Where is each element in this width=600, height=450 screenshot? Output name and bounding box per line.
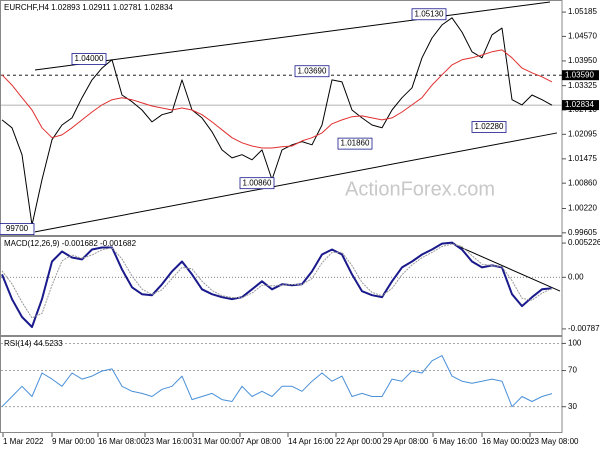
panel-title: EURCHF,H4 1.02893 1.02911 1.02781 1.0283… bbox=[4, 3, 173, 12]
annotation-label: 1.00860 bbox=[243, 178, 272, 187]
watermark: ActionForex.com bbox=[345, 178, 495, 200]
y-tick-label: 0.00 bbox=[568, 272, 584, 281]
panel-border bbox=[0, 236, 563, 336]
series-line bbox=[1, 355, 553, 408]
price-label: 1.03590 bbox=[565, 70, 594, 79]
series-line bbox=[1, 49, 553, 149]
price-label-box bbox=[562, 70, 599, 81]
trend-line bbox=[449, 242, 561, 292]
y-tick-label: 0.99605 bbox=[568, 228, 597, 237]
annotation-box bbox=[239, 177, 275, 190]
y-tick-label: 1.00220 bbox=[568, 204, 597, 213]
y-tick-label: 30 bbox=[568, 402, 577, 411]
series-line bbox=[1, 17, 553, 226]
x-tick-label: 22 Apr 00:00 bbox=[336, 437, 382, 446]
y-tick-label: 1.04570 bbox=[568, 32, 597, 41]
x-tick-label: 1 Mar 2022 bbox=[3, 437, 44, 446]
panel-border bbox=[0, 336, 563, 433]
x-tick-label: 7 Apr 08:00 bbox=[240, 437, 281, 446]
x-tick-label: 29 Apr 08:00 bbox=[383, 437, 429, 446]
annotation-box bbox=[411, 8, 447, 21]
trend-line bbox=[34, 132, 558, 233]
x-tick-label: 6 May 16:00 bbox=[433, 437, 478, 446]
x-tick-label: 14 Apr 16:00 bbox=[288, 437, 334, 446]
y-tick-label: 1.02095 bbox=[568, 129, 597, 138]
annotation-box bbox=[337, 137, 373, 150]
x-tick-label: 23 Mar 16:00 bbox=[145, 437, 193, 446]
y-tick-label: -0.007873 bbox=[568, 324, 600, 333]
y-tick-label: 1.00860 bbox=[568, 178, 597, 187]
annotation-label: 1.05130 bbox=[415, 9, 444, 18]
annotation-box bbox=[0, 223, 35, 235]
trend-line bbox=[34, 1, 551, 71]
x-tick-label: 23 May 08:00 bbox=[530, 437, 579, 446]
annotation-label: 1.01860 bbox=[341, 139, 370, 148]
y-tick-label: 1.03950 bbox=[568, 56, 597, 65]
price-label: 1.02834 bbox=[565, 100, 594, 109]
panel-title: MACD(12,26,9) -0.001682 -0.001682 bbox=[4, 239, 137, 248]
annotation-box bbox=[294, 65, 330, 78]
y-tick-label: 1.05185 bbox=[568, 7, 597, 16]
y-tick-label: 0.005226 bbox=[568, 238, 600, 247]
panel-title: RSI(14) 44.5233 bbox=[4, 339, 63, 348]
annotation-label: 1.02280 bbox=[475, 122, 504, 131]
series-line bbox=[1, 243, 553, 319]
annotation-label: 1.04000 bbox=[75, 54, 104, 63]
price-label-box bbox=[562, 100, 599, 111]
annotation-label: 1.03690 bbox=[298, 66, 327, 75]
y-tick-label: 1.01475 bbox=[568, 154, 597, 163]
annotation-label: 99700 bbox=[6, 224, 29, 233]
series-line bbox=[1, 241, 553, 328]
panel-border bbox=[0, 0, 563, 236]
x-tick-label: 16 Mar 08:00 bbox=[98, 437, 146, 446]
x-tick-label: 16 May 00:00 bbox=[482, 437, 531, 446]
x-tick-label: 31 Mar 00:00 bbox=[193, 437, 241, 446]
y-tick-label: 100 bbox=[568, 339, 582, 348]
annotation-box bbox=[71, 53, 107, 65]
y-tick-label: 1.03325 bbox=[568, 81, 597, 90]
annotation-box bbox=[471, 121, 507, 133]
x-tick-label: 9 Mar 00:00 bbox=[52, 437, 95, 446]
y-tick-label: 70 bbox=[568, 366, 577, 375]
